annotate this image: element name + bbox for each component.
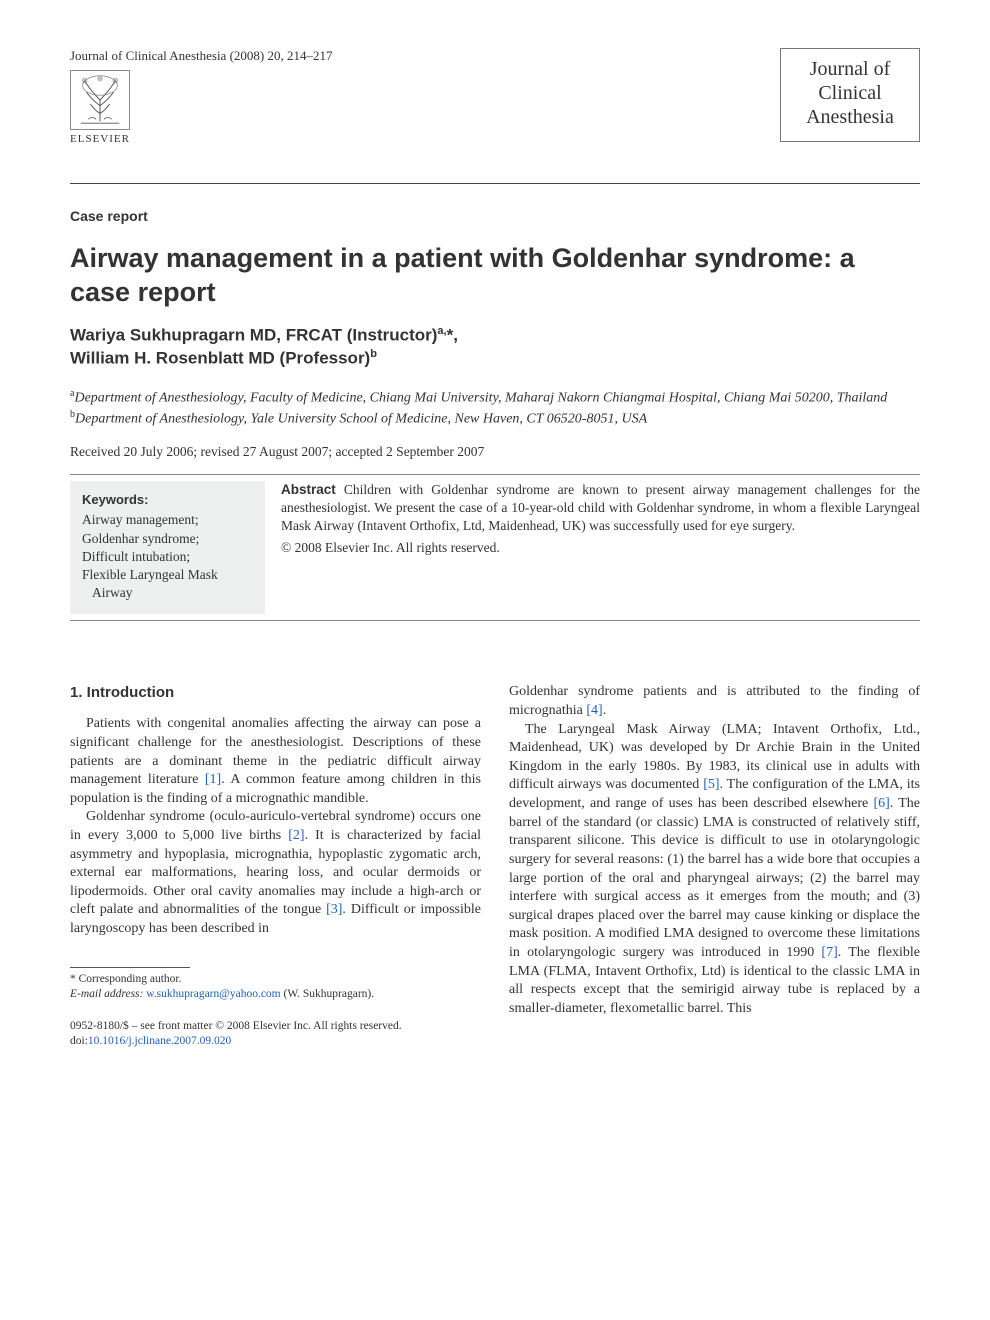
text-run: . [603, 703, 607, 718]
doi-label: doi: [70, 1035, 88, 1047]
affiliations: aDepartment of Anesthesiology, Faculty o… [70, 387, 920, 430]
affiliation: bDepartment of Anesthesiology, Yale Univ… [70, 408, 920, 430]
paragraph: Patients with congenital anomalies affec… [70, 715, 481, 808]
citation-link[interactable]: [4] [586, 703, 602, 718]
text-run: . The barrel of the standard (or classic… [509, 796, 920, 960]
affiliation: aDepartment of Anesthesiology, Faculty o… [70, 387, 920, 409]
text-run: Goldenhar syndrome patients and is attri… [509, 684, 920, 718]
header-rule [70, 183, 920, 184]
journal-box-line1: Journal of [795, 57, 905, 81]
citation-link[interactable]: [7] [821, 945, 837, 960]
section-heading: 1. Introduction [70, 683, 481, 703]
author-list: Wariya Sukhupragarn MD, FRCAT (Instructo… [70, 324, 920, 371]
body-columns: 1. Introduction Patients with congenital… [70, 683, 920, 1049]
abstract-block: Keywords: Airway management; Goldenhar s… [70, 481, 920, 615]
doi-line: doi:10.1016/j.jclinane.2007.09.020 [70, 1034, 481, 1050]
abstract-text: Abstract Children with Goldenhar syndrom… [281, 481, 920, 615]
abstract-top-rule [70, 474, 920, 475]
abstract-copyright: © 2008 Elsevier Inc. All rights reserved… [281, 539, 920, 557]
abstract-lead: Abstract [281, 482, 336, 497]
article-title: Airway management in a patient with Gold… [70, 242, 920, 310]
email-author: (W. Sukhupragarn). [281, 988, 374, 1000]
column-left: 1. Introduction Patients with congenital… [70, 683, 481, 1049]
keyword-item: Difficult intubation; [82, 548, 253, 566]
front-matter-meta: 0952-8180/$ – see front matter © 2008 El… [70, 1019, 481, 1050]
citation-link[interactable]: [3] [326, 902, 342, 917]
page-header: Journal of Clinical Anesthesia (2008) 20… [70, 48, 920, 175]
footnote-rule [70, 967, 190, 968]
article-type: Case report [70, 208, 920, 224]
keyword-item: Airway management; [82, 511, 253, 529]
email-line: E-mail address: w.sukhupragarn@yahoo.com… [70, 987, 481, 1003]
elsevier-tree-icon [70, 70, 130, 130]
footnotes: * Corresponding author. E-mail address: … [70, 972, 481, 1003]
issn-line: 0952-8180/$ – see front matter © 2008 El… [70, 1019, 481, 1035]
keyword-item: Goldenhar syndrome; [82, 530, 253, 548]
abstract-body: Children with Goldenhar syndrome are kno… [281, 482, 920, 533]
citation-link[interactable]: [5] [703, 777, 719, 792]
paragraph: Goldenhar syndrome (oculo-auriculo-verte… [70, 808, 481, 938]
email-label: E-mail address: [70, 988, 143, 1000]
corresponding-author-note: * Corresponding author. [70, 972, 481, 988]
publisher-logo-block: ELSEVIER [70, 70, 333, 145]
journal-box-line3: Anesthesia [795, 105, 905, 129]
doi-link[interactable]: 10.1016/j.jclinane.2007.09.020 [88, 1035, 231, 1047]
citation-link[interactable]: [1] [205, 772, 221, 787]
keywords-heading: Keywords: [82, 491, 253, 509]
article-dates: Received 20 July 2006; revised 27 August… [70, 444, 920, 460]
paragraph: Goldenhar syndrome patients and is attri… [509, 683, 920, 720]
journal-reference: Journal of Clinical Anesthesia (2008) 20… [70, 48, 333, 64]
citation-link[interactable]: [2] [288, 828, 304, 843]
email-link[interactable]: w.sukhupragarn@yahoo.com [146, 988, 280, 1000]
header-left: Journal of Clinical Anesthesia (2008) 20… [70, 48, 333, 175]
abstract-bottom-rule [70, 620, 920, 621]
column-right: Goldenhar syndrome patients and is attri… [509, 683, 920, 1049]
keyword-item: Flexible Laryngeal Mask Airway [82, 566, 253, 602]
citation-link[interactable]: [6] [873, 796, 889, 811]
elsevier-wordmark: ELSEVIER [70, 133, 130, 145]
elsevier-logo: ELSEVIER [70, 70, 130, 145]
journal-box-line2: Clinical [795, 81, 905, 105]
paragraph: The Laryngeal Mask Airway (LMA; Intavent… [509, 721, 920, 1019]
keywords-box: Keywords: Airway management; Goldenhar s… [70, 481, 265, 615]
journal-title-box: Journal of Clinical Anesthesia [780, 48, 920, 142]
